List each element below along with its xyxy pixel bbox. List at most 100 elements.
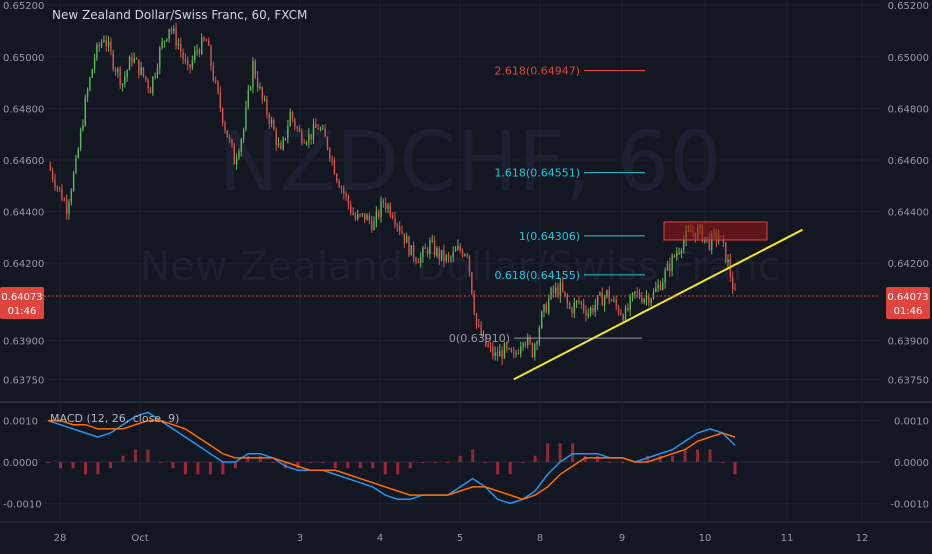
price-tag-right xyxy=(886,287,930,319)
candle-body xyxy=(545,304,548,313)
candle-body xyxy=(128,57,131,71)
candle-body xyxy=(352,212,354,215)
candle-body xyxy=(371,220,373,231)
macd-histogram-bar xyxy=(121,455,125,462)
candle-body xyxy=(396,224,399,226)
macd-histogram-bar xyxy=(396,462,400,475)
candle-body xyxy=(650,298,652,304)
candle-body xyxy=(401,231,403,234)
macd-tick-label: 0.0010 xyxy=(894,417,929,428)
candle-body xyxy=(620,313,622,315)
x-tick-label: 10 xyxy=(699,533,712,544)
macd-histogram-bar xyxy=(521,462,525,463)
macd-histogram-bar xyxy=(96,462,100,475)
candle-body xyxy=(317,127,319,130)
candle-body xyxy=(485,334,487,347)
candle-body xyxy=(580,301,582,304)
candle-body xyxy=(375,211,378,222)
candle-body xyxy=(487,346,489,348)
macd-histogram-bar xyxy=(83,462,87,475)
candle-body xyxy=(177,43,180,46)
candle-body xyxy=(205,40,208,42)
price-tick-label: 0.63900 xyxy=(3,337,44,348)
candle-body xyxy=(603,296,606,306)
fib-level-label: 1(0.64306) xyxy=(519,230,580,243)
candle-body xyxy=(440,249,443,260)
candle-body xyxy=(324,128,326,138)
candle-body xyxy=(112,51,114,70)
price-tick-label: 0.64800 xyxy=(3,104,44,115)
candle-body xyxy=(333,159,336,175)
candle-body xyxy=(51,170,54,180)
candle-body xyxy=(103,40,105,43)
candle-body xyxy=(592,307,594,313)
candle-body xyxy=(608,290,610,301)
candle-body xyxy=(506,343,508,349)
macd-tick-label: 0.0000 xyxy=(3,458,38,469)
candle-body xyxy=(338,180,340,188)
macd-histogram-bar xyxy=(333,462,337,469)
candle-body xyxy=(627,307,629,311)
candle-body xyxy=(256,77,259,88)
candle-body xyxy=(75,157,77,173)
x-tick-label: 3 xyxy=(297,533,303,544)
macd-histogram-bar xyxy=(583,455,587,462)
candle-body xyxy=(224,123,226,131)
macd-histogram-bar xyxy=(496,462,500,475)
candle-body xyxy=(322,128,324,130)
candle-body xyxy=(357,214,359,220)
candle-body xyxy=(629,296,631,311)
candle-body xyxy=(259,87,261,89)
grid xyxy=(0,0,932,520)
macd-histogram-bar xyxy=(421,462,425,463)
candle-body xyxy=(575,300,578,303)
candle-body xyxy=(56,187,59,189)
candle-body xyxy=(503,343,506,359)
candle-body xyxy=(664,270,666,283)
candle-body xyxy=(58,187,61,189)
candle-body xyxy=(68,202,70,214)
candle-body xyxy=(634,291,636,293)
candle-body xyxy=(77,148,79,158)
candle-body xyxy=(189,64,191,68)
candle-body xyxy=(678,252,680,254)
candle-body xyxy=(305,142,308,144)
macd-histogram-bar xyxy=(646,455,650,462)
candle-body xyxy=(377,211,380,218)
macd-histogram-bar xyxy=(233,462,237,469)
price-tick-label: 0.64800 xyxy=(888,104,929,115)
candle-body xyxy=(724,242,727,263)
x-tick-label: 12 xyxy=(856,533,869,544)
candle-body xyxy=(380,200,382,218)
candle-body xyxy=(124,76,126,84)
candle-body xyxy=(228,137,231,140)
candle-body xyxy=(149,88,152,94)
candle-body xyxy=(298,127,301,132)
candle-body xyxy=(515,353,517,355)
candle-body xyxy=(454,250,457,252)
candle-body xyxy=(93,58,96,70)
watermark-symbol: NZDCHF, 60 xyxy=(218,115,721,210)
candle-body xyxy=(245,106,247,130)
price-tag-value: 0.64073 xyxy=(1,292,42,303)
candle-body xyxy=(210,45,212,67)
candle-body xyxy=(564,291,566,296)
candle-body xyxy=(669,263,671,272)
candle-body xyxy=(613,299,615,301)
x-tick-label: 9 xyxy=(619,533,625,544)
candle-body xyxy=(198,49,201,55)
fib-level-label: 0.618(0.64155) xyxy=(494,269,580,282)
macd-histogram-bar xyxy=(508,462,512,475)
candle-body xyxy=(84,97,86,126)
price-tick-label: 0.64400 xyxy=(3,208,44,219)
candle-body xyxy=(63,200,66,202)
candle-body xyxy=(175,28,177,46)
candle-body xyxy=(610,300,613,302)
candle-body xyxy=(405,236,408,244)
candle-body xyxy=(447,255,450,258)
candle-body xyxy=(496,352,499,357)
candle-body xyxy=(459,245,461,251)
